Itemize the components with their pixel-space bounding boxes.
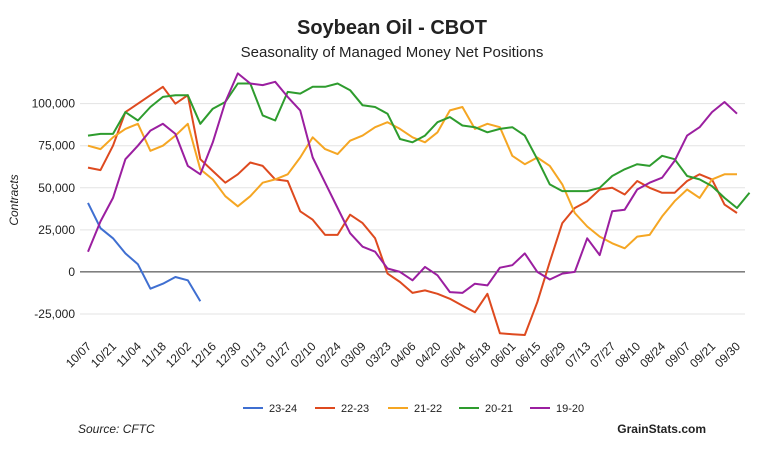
x-tick-label: 07/27 [587,339,618,370]
y-tick-label: 0 [68,265,75,279]
legend-label: 23-24 [269,403,297,415]
x-tick-label: 09/30 [712,339,743,370]
x-tick-label: 10/21 [88,339,119,370]
source-note: Source: CFTC [78,422,155,436]
x-tick: 08/10 [612,339,643,370]
x-tick-label: 03/09 [338,339,369,370]
x-tick: 12/30 [213,339,244,370]
x-tick: 02/10 [288,339,319,370]
x-tick: 04/06 [387,339,418,370]
y-tick-label: -25,000 [34,307,75,321]
x-tick-label: 02/24 [313,339,344,370]
chart-subtitle: Seasonality of Managed Money Net Positio… [241,44,544,61]
series-lines [87,72,751,336]
x-tick: 01/27 [263,339,294,370]
x-tick: 01/13 [238,339,269,370]
series-line-23-24 [87,202,202,302]
x-tick: 10/07 [63,339,94,370]
legend-label: 19-20 [556,403,584,415]
series-line-22-23 [87,85,738,336]
x-tick-label: 12/02 [163,339,194,370]
x-tick-label: 05/18 [462,339,493,370]
legend-item-23-24[interactable]: 23-24 [243,403,297,415]
x-tick-label: 03/23 [363,339,394,370]
x-tick-label: 12/16 [188,339,219,370]
x-tick-label: 09/07 [662,339,693,370]
x-tick: 07/27 [587,339,618,370]
x-tick: 12/02 [163,339,194,370]
x-tick: 03/09 [338,339,369,370]
x-tick: 05/18 [462,339,493,370]
gridlines [80,103,745,315]
x-tick-label: 08/24 [637,339,668,370]
x-tick-label: 05/04 [437,339,468,370]
y-axis-label: Contracts [7,174,21,225]
series-line-21-22 [87,106,737,250]
legend-item-22-23[interactable]: 22-23 [315,403,369,415]
x-tick: 06/01 [487,339,518,370]
x-tick: 03/23 [363,339,394,370]
x-tick: 09/07 [662,339,693,370]
x-tick: 06/29 [537,339,568,370]
legend-item-19-20[interactable]: 19-20 [530,403,584,415]
x-tick-label: 01/27 [263,339,294,370]
x-tick-label: 06/29 [537,339,568,370]
x-tick-label: 07/13 [562,339,593,370]
y-tick-label: 25,000 [38,223,75,237]
legend-label: 22-23 [341,403,369,415]
x-tick: 12/16 [188,339,219,370]
legend[interactable]: 23-24 22-23 21-22 20-21 19-20 [243,403,584,415]
legend-item-21-22[interactable]: 21-22 [388,403,442,415]
x-tick: 07/13 [562,339,593,370]
y-tick-label: 75,000 [38,139,75,153]
x-tick-label: 06/15 [512,339,543,370]
x-tick: 10/21 [88,339,119,370]
x-tick-label: 01/13 [238,339,269,370]
y-tick-label: 50,000 [38,181,75,195]
legend-label: 21-22 [414,403,442,415]
x-tick-label: 08/10 [612,339,643,370]
y-axis-ticks: 100,000 75,000 50,000 25,000 0 -25,000 [32,97,76,321]
y-tick-label: 100,000 [32,97,76,111]
x-tick-label: 04/20 [412,339,443,370]
legend-label: 20-21 [485,403,513,415]
x-tick: 11/04 [114,339,145,370]
x-axis-ticks: 10/0710/2111/0411/1812/0212/1612/3001/13… [63,339,743,370]
brand-label: GrainStats.com [617,422,706,436]
series-line-19-20 [87,72,738,294]
chart-title: Soybean Oil - CBOT [297,17,487,39]
x-tick: 06/15 [512,339,543,370]
x-tick: 09/30 [712,339,743,370]
x-tick-label: 06/01 [487,339,518,370]
x-tick: 11/18 [139,339,170,370]
legend-item-20-21[interactable]: 20-21 [459,403,513,415]
x-tick: 05/04 [437,339,468,370]
x-tick: 02/24 [313,339,344,370]
x-tick-label: 04/06 [387,339,418,370]
x-tick: 04/20 [412,339,443,370]
series-line-20-21 [87,82,751,209]
x-tick: 08/24 [637,339,668,370]
x-tick-label: 09/21 [687,339,718,370]
x-tick-label: 11/04 [114,339,145,370]
x-tick-label: 10/07 [63,339,94,370]
x-tick-label: 02/10 [288,339,319,370]
x-tick: 09/21 [687,339,718,370]
x-tick-label: 12/30 [213,339,244,370]
x-tick-label: 11/18 [139,339,170,370]
